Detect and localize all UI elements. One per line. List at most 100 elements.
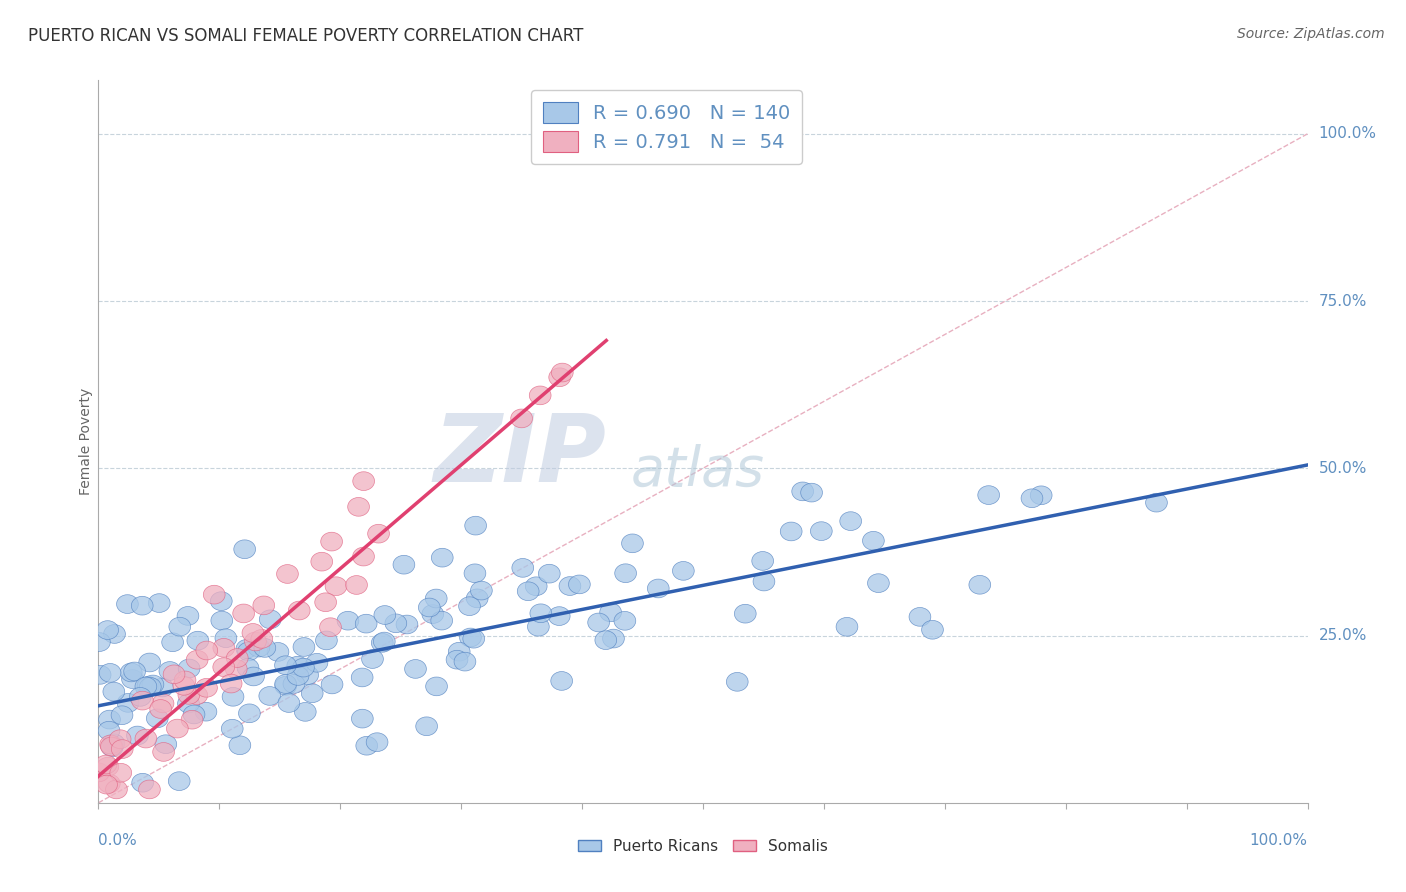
- Ellipse shape: [138, 676, 159, 695]
- Ellipse shape: [512, 558, 534, 577]
- Ellipse shape: [169, 772, 190, 790]
- Ellipse shape: [186, 650, 208, 669]
- Ellipse shape: [110, 764, 132, 782]
- Ellipse shape: [603, 629, 624, 648]
- Ellipse shape: [222, 688, 243, 706]
- Ellipse shape: [614, 611, 636, 630]
- Ellipse shape: [152, 694, 174, 713]
- Ellipse shape: [267, 642, 288, 661]
- Ellipse shape: [111, 739, 134, 758]
- Text: 75.0%: 75.0%: [1319, 293, 1367, 309]
- Ellipse shape: [458, 597, 481, 615]
- Ellipse shape: [124, 662, 145, 681]
- Ellipse shape: [215, 629, 236, 648]
- Ellipse shape: [100, 737, 122, 756]
- Ellipse shape: [183, 705, 205, 723]
- Ellipse shape: [672, 561, 695, 580]
- Ellipse shape: [287, 666, 309, 685]
- Text: 100.0%: 100.0%: [1250, 833, 1308, 848]
- Ellipse shape: [121, 670, 143, 689]
- Text: 0.0%: 0.0%: [98, 833, 138, 848]
- Ellipse shape: [152, 678, 173, 697]
- Ellipse shape: [135, 677, 156, 696]
- Ellipse shape: [146, 709, 169, 728]
- Ellipse shape: [868, 574, 890, 592]
- Ellipse shape: [449, 642, 470, 661]
- Ellipse shape: [426, 677, 447, 696]
- Ellipse shape: [181, 710, 202, 729]
- Ellipse shape: [96, 775, 118, 794]
- Ellipse shape: [460, 628, 481, 647]
- Ellipse shape: [142, 675, 165, 694]
- Ellipse shape: [426, 589, 447, 607]
- Ellipse shape: [129, 688, 152, 706]
- Ellipse shape: [352, 668, 373, 687]
- Ellipse shape: [471, 582, 492, 600]
- Ellipse shape: [150, 699, 172, 718]
- Ellipse shape: [287, 657, 309, 675]
- Ellipse shape: [394, 556, 415, 574]
- Ellipse shape: [301, 684, 323, 703]
- Ellipse shape: [187, 632, 208, 650]
- Ellipse shape: [236, 640, 257, 658]
- Ellipse shape: [969, 575, 991, 594]
- Ellipse shape: [238, 642, 259, 661]
- Ellipse shape: [117, 595, 138, 614]
- Ellipse shape: [245, 632, 266, 651]
- Ellipse shape: [325, 577, 347, 596]
- Ellipse shape: [104, 624, 125, 643]
- Ellipse shape: [239, 704, 260, 723]
- Ellipse shape: [361, 649, 384, 668]
- Ellipse shape: [538, 565, 560, 583]
- Ellipse shape: [121, 663, 142, 681]
- Ellipse shape: [173, 676, 195, 695]
- Ellipse shape: [319, 618, 342, 637]
- Ellipse shape: [97, 621, 118, 640]
- Ellipse shape: [221, 674, 242, 693]
- Ellipse shape: [98, 710, 121, 729]
- Ellipse shape: [103, 682, 125, 701]
- Ellipse shape: [464, 564, 486, 582]
- Ellipse shape: [274, 656, 297, 674]
- Ellipse shape: [315, 631, 337, 649]
- Ellipse shape: [211, 591, 232, 610]
- Ellipse shape: [159, 662, 181, 681]
- Ellipse shape: [139, 678, 162, 697]
- Ellipse shape: [177, 694, 200, 713]
- Ellipse shape: [226, 648, 247, 667]
- Ellipse shape: [346, 575, 367, 594]
- Ellipse shape: [186, 686, 208, 705]
- Ellipse shape: [98, 722, 120, 740]
- Ellipse shape: [127, 726, 148, 745]
- Ellipse shape: [174, 671, 195, 690]
- Ellipse shape: [416, 717, 437, 736]
- Ellipse shape: [353, 547, 374, 566]
- Ellipse shape: [862, 532, 884, 550]
- Ellipse shape: [97, 757, 118, 776]
- Ellipse shape: [243, 667, 264, 686]
- Ellipse shape: [307, 654, 328, 673]
- Ellipse shape: [212, 657, 235, 676]
- Ellipse shape: [233, 540, 256, 558]
- Ellipse shape: [311, 552, 333, 571]
- Ellipse shape: [221, 719, 243, 738]
- Ellipse shape: [371, 633, 394, 652]
- Ellipse shape: [274, 674, 297, 693]
- Ellipse shape: [229, 736, 250, 755]
- Ellipse shape: [337, 611, 359, 630]
- Ellipse shape: [103, 734, 125, 753]
- Text: atlas: atlas: [630, 444, 765, 497]
- Ellipse shape: [204, 585, 225, 604]
- Ellipse shape: [600, 603, 621, 622]
- Ellipse shape: [315, 593, 336, 612]
- Ellipse shape: [527, 617, 550, 636]
- Ellipse shape: [278, 694, 299, 713]
- Ellipse shape: [132, 691, 153, 710]
- Ellipse shape: [526, 577, 547, 596]
- Ellipse shape: [463, 630, 485, 648]
- Ellipse shape: [166, 719, 188, 738]
- Ellipse shape: [734, 604, 756, 623]
- Ellipse shape: [385, 614, 406, 632]
- Ellipse shape: [233, 604, 254, 623]
- Ellipse shape: [366, 733, 388, 752]
